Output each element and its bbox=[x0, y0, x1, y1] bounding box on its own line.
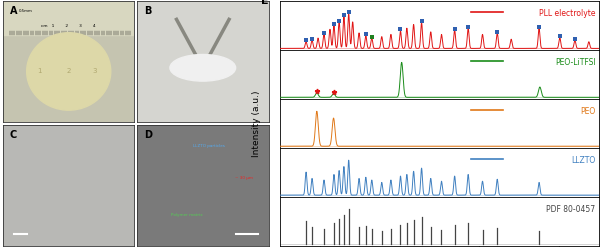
Text: B: B bbox=[143, 6, 151, 16]
Text: 1: 1 bbox=[38, 68, 42, 74]
Text: LLZTO particles: LLZTO particles bbox=[193, 144, 225, 147]
Text: Polymer matrix: Polymer matrix bbox=[171, 212, 203, 217]
Text: PLL electrolyte: PLL electrolyte bbox=[539, 9, 596, 18]
Text: LLZTO: LLZTO bbox=[571, 156, 596, 165]
Text: PDF 80-0457: PDF 80-0457 bbox=[547, 205, 596, 214]
Circle shape bbox=[26, 33, 111, 110]
Ellipse shape bbox=[170, 55, 236, 81]
Y-axis label: Intensity (a.u.): Intensity (a.u.) bbox=[252, 90, 261, 157]
Text: D: D bbox=[143, 130, 152, 140]
Text: 0.5mm: 0.5mm bbox=[19, 9, 32, 13]
Text: C: C bbox=[10, 130, 17, 140]
Text: A: A bbox=[10, 6, 17, 16]
Text: PEO: PEO bbox=[580, 107, 596, 116]
Text: ~ 30 µm: ~ 30 µm bbox=[235, 176, 253, 180]
Text: PEO-LiTFSI: PEO-LiTFSI bbox=[555, 58, 596, 67]
Text: 2: 2 bbox=[67, 68, 71, 74]
Text: cm   1        2        3        4: cm 1 2 3 4 bbox=[41, 24, 96, 28]
Text: E: E bbox=[261, 0, 269, 6]
Text: 3: 3 bbox=[93, 68, 97, 74]
